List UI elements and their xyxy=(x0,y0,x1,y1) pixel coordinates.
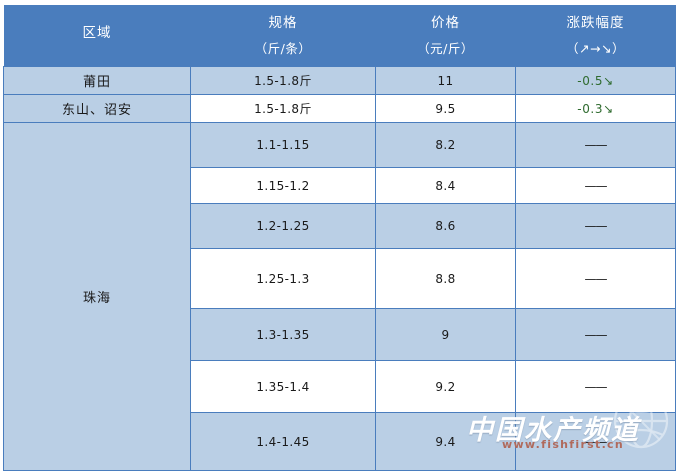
cell-change: —— xyxy=(515,412,676,471)
column-header-region-label: 区域 xyxy=(82,25,112,42)
cell-region: 东山、诏安 xyxy=(3,94,191,123)
cell-change: —— xyxy=(515,203,676,249)
table-row: 1.25-1.3 8.8 —— xyxy=(4,248,676,309)
table-header: 区域 规格 （斤/条） 价格 （元/斤） 涨跌幅度 （↗→↘） xyxy=(3,5,676,67)
cell-spec: 1.2-1.25 xyxy=(190,203,376,249)
cell-spec: 1.15-1.2 xyxy=(190,167,376,204)
cell-change: —— xyxy=(515,248,676,309)
change-value: —— xyxy=(584,327,608,342)
change-value: —— xyxy=(584,178,608,193)
change-value: -0.3↘ xyxy=(577,101,614,116)
cell-price: 8.8 xyxy=(375,248,516,309)
column-header-spec: 规格 （斤/条） xyxy=(191,5,376,67)
cell-change: -0.5↘ xyxy=(515,66,676,95)
column-header-change: 涨跌幅度 （↗→↘） xyxy=(516,5,676,67)
cell-spec: 1.1-1.15 xyxy=(190,122,376,168)
cell-region: 珠海 xyxy=(3,122,191,471)
cell-change: —— xyxy=(515,167,676,204)
price-table: 区域 规格 （斤/条） 价格 （元/斤） 涨跌幅度 （↗→↘） xyxy=(3,5,676,471)
cell-price: 9.4 xyxy=(375,412,516,471)
column-header-change-label: 涨跌幅度 xyxy=(566,15,625,32)
change-value: —— xyxy=(584,219,608,233)
table-body: 莆田 1.5-1.8斤 11 -0.5↘ 东山、诏安 1.5-1.8斤 9.5 -0.3↘ 珠海… xyxy=(3,66,676,471)
cell-price: 8.6 xyxy=(375,203,516,249)
cell-price: 9.2 xyxy=(375,360,516,413)
cell-spec: 1.5-1.8斤 xyxy=(190,94,376,123)
cell-price: 11 xyxy=(375,66,516,95)
column-header-price-label: 价格 xyxy=(431,15,460,32)
change-value: —— xyxy=(584,379,608,394)
cell-region: 莆田 xyxy=(3,66,191,95)
cell-spec: 1.35-1.4 xyxy=(190,360,376,413)
table-row: 东山、诏安 1.5-1.8斤 9.5 -0.3↘ xyxy=(3,94,676,123)
cell-price: 9.5 xyxy=(375,94,516,123)
column-header-change-unit: （↗→↘） xyxy=(566,40,625,56)
table-row: 1.15-1.2 8.4 —— xyxy=(4,167,676,204)
change-value: -0.5↘ xyxy=(577,73,614,88)
header-row: 区域 规格 （斤/条） 价格 （元/斤） 涨跌幅度 （↗→↘） xyxy=(3,5,676,67)
change-value: —— xyxy=(584,434,608,449)
column-header-spec-unit: （斤/条） xyxy=(254,40,312,56)
cell-spec: 1.3-1.35 xyxy=(190,308,376,361)
column-header-price: 价格 （元/斤） xyxy=(376,5,516,67)
table-row: 莆田 1.5-1.8斤 11 -0.5↘ xyxy=(3,66,676,95)
table-row: 珠海 1.1-1.15 8.2 —— xyxy=(3,122,676,471)
cell-spec: 1.5-1.8斤 xyxy=(190,66,376,95)
table-row: 1.3-1.35 9 —— xyxy=(4,308,676,361)
column-header-region: 区域 xyxy=(4,5,191,67)
cell-price: 8.4 xyxy=(375,167,516,204)
cell-spec: 1.4-1.45 xyxy=(190,412,376,471)
column-header-price-unit: （元/斤） xyxy=(417,40,474,56)
cell-change: —— xyxy=(515,360,676,413)
cell-change: —— xyxy=(515,122,676,168)
cell-change: —— xyxy=(515,308,676,361)
column-header-spec-label: 规格 xyxy=(268,15,298,32)
cell-spec: 1.25-1.3 xyxy=(190,248,376,309)
cell-change: -0.3↘ xyxy=(515,94,676,123)
cell-price: 9 xyxy=(375,308,516,361)
cell-price: 8.2 xyxy=(375,122,516,168)
table-row: 1.2-1.25 8.6 —— xyxy=(4,203,676,249)
change-value: —— xyxy=(584,271,608,286)
change-value: —— xyxy=(584,138,608,152)
